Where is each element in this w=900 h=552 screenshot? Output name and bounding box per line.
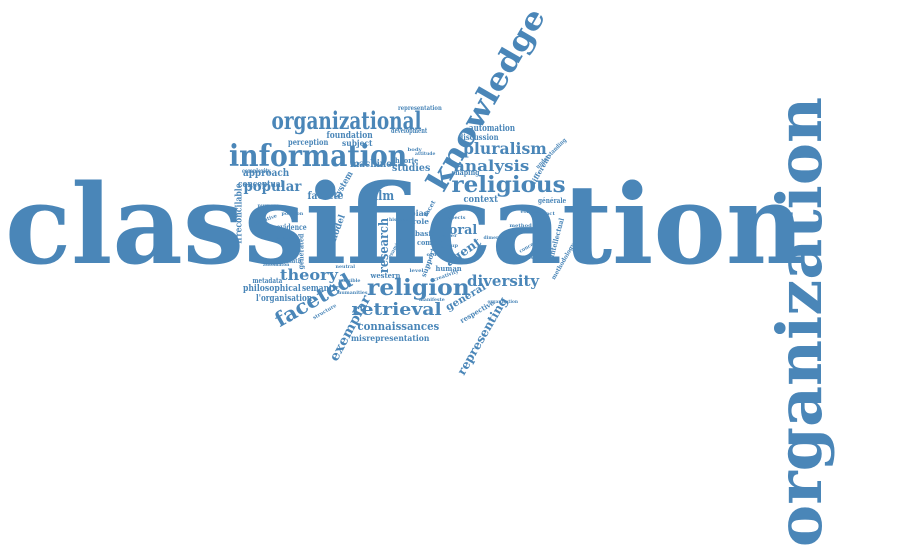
word-position: position: [281, 212, 303, 217]
word-pluralism: pluralism: [463, 141, 547, 157]
word-purpose: purpose: [257, 204, 279, 209]
word-generale: générale: [538, 197, 566, 204]
word-aspects: aspects: [445, 216, 465, 221]
word-perception: perception: [288, 138, 328, 146]
word-hisbias: his bias: [389, 218, 409, 223]
word-machine: machine: [350, 160, 392, 170]
word-relations: relations: [509, 256, 533, 261]
word-organization: organization: [769, 97, 831, 547]
word-role: role: [412, 218, 429, 225]
word-present: present: [275, 236, 297, 241]
word-development: development: [391, 127, 427, 134]
word-connaissances: connaissances: [357, 321, 439, 332]
word-comme: comme: [417, 239, 443, 246]
word-organisation: organisation: [487, 300, 517, 305]
word-subject: subject: [342, 139, 372, 147]
word-misrepresentation: misrepresentation: [351, 334, 429, 342]
word-group: group: [440, 244, 458, 249]
word-complexity: complexity: [242, 169, 270, 175]
word-ethics: ethics: [520, 210, 538, 215]
word-religious: religious: [451, 174, 565, 196]
word-intention: intention: [453, 206, 477, 211]
word-discussion: discussion: [458, 133, 498, 141]
word-religion: religion: [367, 277, 470, 299]
word-humanities: humanities: [338, 291, 368, 296]
word-theorie: théorie: [392, 157, 418, 164]
word-order: order: [426, 253, 442, 258]
word-dimension: dimension: [483, 236, 509, 241]
word-semantic: semantic: [302, 285, 340, 294]
word-manifeste: manifeste: [419, 298, 445, 303]
word-possible: possible: [338, 279, 360, 284]
word-western: western: [370, 272, 400, 279]
word-irreconcilable: irreconcilable: [236, 183, 245, 243]
word-research: research: [378, 217, 391, 272]
word-neutral: neutral: [335, 265, 355, 270]
word-level: level: [409, 269, 423, 274]
word-philosophical: philosophical: [243, 285, 301, 294]
word-film: film: [370, 190, 394, 203]
word-paper: paper: [439, 234, 457, 239]
word-theory: theory: [280, 268, 338, 283]
word-classification: classification: [5, 170, 805, 280]
word-shaping: shaping: [451, 169, 479, 176]
word-automaton: automaton: [263, 263, 289, 268]
word-basis: basis: [415, 230, 435, 237]
word-method: method: [509, 224, 531, 229]
word-lorganisation: l'organisation: [256, 295, 312, 304]
word-evidence: evidence: [276, 223, 306, 231]
word-context: context: [463, 196, 497, 205]
word-metadata: metadata: [252, 277, 282, 284]
word-representation: representation: [398, 106, 442, 112]
word-body: body: [407, 148, 421, 153]
word-studies: studies: [392, 164, 430, 174]
